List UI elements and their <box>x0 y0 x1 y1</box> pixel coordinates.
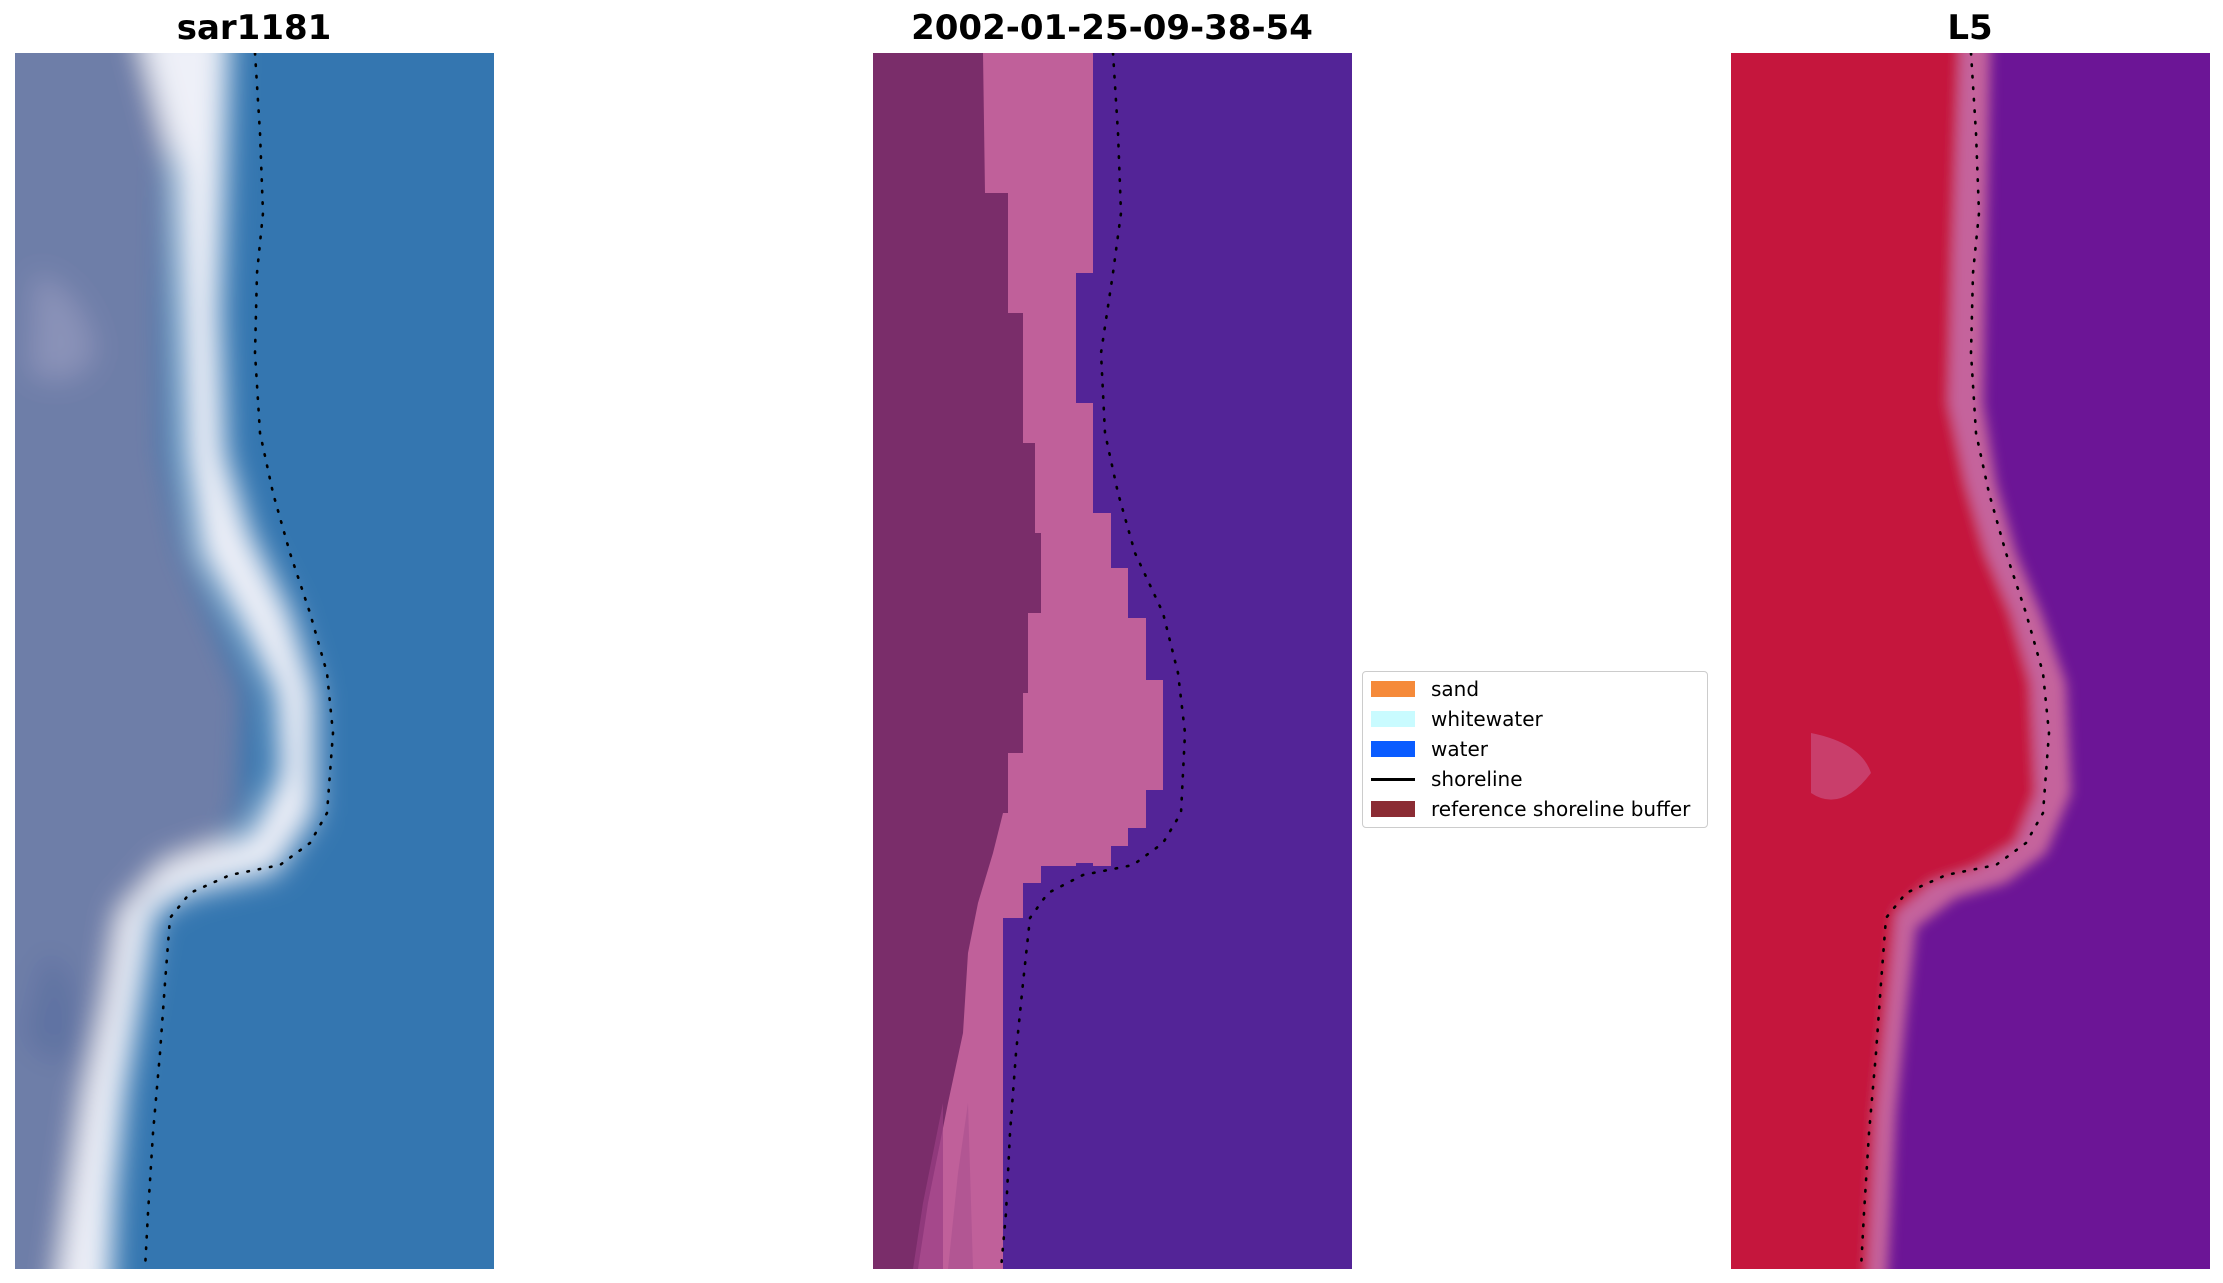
legend-swatch-reference-buffer <box>1371 801 1415 817</box>
legend: sand whitewater water shoreline referenc… <box>1362 671 1708 828</box>
legend-line-shoreline <box>1371 777 1415 781</box>
legend-label: shoreline <box>1431 767 1523 791</box>
panel-title-classified: 2002-01-25-09-38-54 <box>911 8 1313 48</box>
rgb-whitewater-band <box>59 53 315 1269</box>
index-land-region <box>1731 53 2036 1269</box>
class-sand-region <box>873 53 1041 1269</box>
legend-item-sand: sand <box>1371 677 1479 701</box>
shoreline-index <box>1859 53 2051 1269</box>
rgb-image-panel <box>15 53 494 1269</box>
panel-title-rgb: sar1181 <box>176 8 332 48</box>
legend-label: whitewater <box>1431 707 1543 731</box>
legend-swatch-water <box>1371 741 1415 757</box>
legend-label: sand <box>1431 677 1480 701</box>
legend-label: reference shoreline buffer <box>1431 797 1691 821</box>
panel-title-index: L5 <box>1947 8 1993 48</box>
legend-item-reference-buffer: reference shoreline buffer <box>1371 797 1690 821</box>
legend-label: water <box>1431 737 1488 761</box>
legend-swatch-sand <box>1371 681 1415 697</box>
rgb-land-patches <box>30 273 95 380</box>
index-image-panel <box>1731 53 2210 1269</box>
shoreline-rgb <box>143 53 335 1269</box>
legend-swatch-whitewater <box>1371 711 1415 727</box>
classified-image-panel <box>873 53 1352 1269</box>
legend-item-water: water <box>1371 737 1488 761</box>
legend-item-whitewater: whitewater <box>1371 707 1543 731</box>
legend-item-shoreline: shoreline <box>1371 767 1523 791</box>
